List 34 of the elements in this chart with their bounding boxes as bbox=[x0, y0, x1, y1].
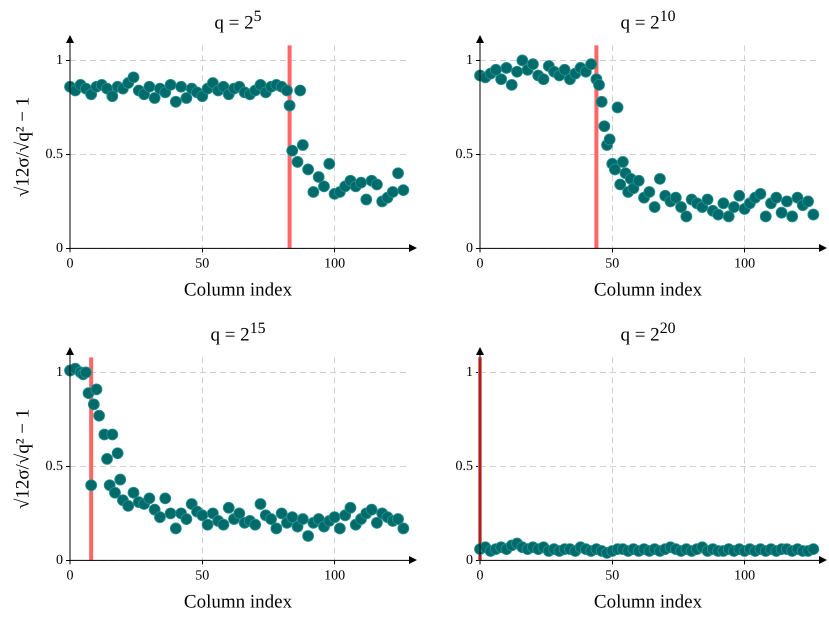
x-tick-label: 0 bbox=[476, 568, 484, 584]
y-tick-label: 0 bbox=[56, 241, 63, 256]
x-tick-label: 50 bbox=[605, 568, 620, 584]
y-tick-label: 1 bbox=[466, 365, 473, 380]
x-tick-label: 50 bbox=[195, 568, 210, 584]
x-tick-label: 50 bbox=[195, 256, 210, 272]
y-tick-label: 0.5 bbox=[456, 147, 473, 162]
y-tick-label: 0 bbox=[56, 553, 63, 568]
x-axis-title: Column index bbox=[594, 280, 703, 301]
x-tick-label: 0 bbox=[66, 256, 74, 272]
x-tick-label: 100 bbox=[734, 256, 756, 272]
x-tick-label: 50 bbox=[605, 256, 620, 272]
x-tick-label: 100 bbox=[324, 568, 346, 584]
x-tick-label: 100 bbox=[734, 568, 756, 584]
y-tick-label: 1 bbox=[466, 53, 473, 68]
x-tick-label: 0 bbox=[66, 568, 74, 584]
x-axis-title: Column index bbox=[184, 280, 293, 301]
y-tick-label: 0 bbox=[466, 553, 473, 568]
y-tick-label: 0 bbox=[466, 241, 473, 256]
y-axis-title: √12σ/√q² − 1 bbox=[12, 96, 34, 198]
x-axis-title: Column index bbox=[594, 592, 703, 613]
x-tick-label: 0 bbox=[476, 256, 484, 272]
chart-title: q = 2$^{5}$ bbox=[213, 8, 263, 34]
chart-title: q = 2$^{20}$ bbox=[619, 320, 677, 346]
y-axis-title: √12σ/√q² − 1 bbox=[12, 408, 34, 510]
y-tick-label: 0.5 bbox=[456, 459, 473, 474]
y-tick-label: 0.5 bbox=[46, 459, 63, 474]
x-axis-title: Column index bbox=[184, 592, 293, 613]
x-tick-label: 100 bbox=[324, 256, 346, 272]
y-tick-label: 0.5 bbox=[46, 147, 63, 162]
chart-title: q = 2$^{15}$ bbox=[209, 320, 267, 346]
y-tick-label: 1 bbox=[56, 365, 63, 380]
y-tick-label: 1 bbox=[56, 53, 63, 68]
chart-title: q = 2$^{10}$ bbox=[619, 8, 677, 34]
